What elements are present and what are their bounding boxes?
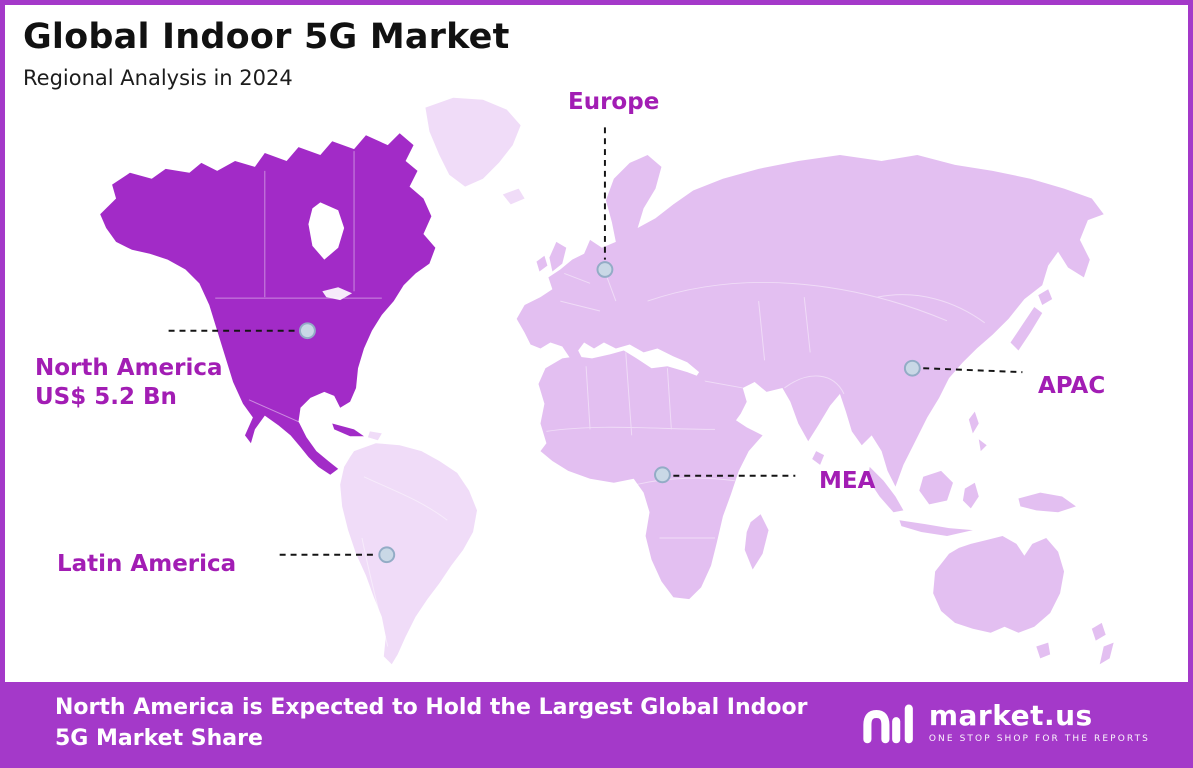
new-guinea-region [1018,492,1076,513]
region-label-europe: Europe [568,89,660,115]
marker-apac [903,359,921,377]
iceland-region [502,188,525,205]
region-label-apac: APAC [1038,373,1106,399]
eurasia-region [516,155,1104,487]
marketus-logo-icon [863,704,913,743]
sulawesi-region [962,482,979,509]
marker-north-america [299,322,316,340]
africa-region [538,350,763,600]
brand: market.us ONE STOP SHOP FOR THE REPORTS [862,701,1150,745]
marker-latin-america [378,546,396,564]
page-subtitle: Regional Analysis in 2024 [23,66,293,90]
north-america-region [100,133,436,475]
header: Global Indoor 5G Market Regional Analysi… [23,17,510,90]
new-zealand-region [1091,622,1114,665]
uk-region [549,241,567,272]
north-america-value: US$ 5.2 Bn [35,384,177,410]
region-label-mea: MEA [819,468,876,494]
south-america-country-borders [361,476,448,647]
page-title: Global Indoor 5G Market [23,17,510,57]
tasmania-region [1036,642,1051,659]
australia-region [933,535,1065,633]
africa-country-borders [546,352,735,539]
java-region [899,520,973,536]
brand-text: market.us ONE STOP SHOP FOR THE REPORTS [928,699,1150,745]
footer-banner: North America is Expected to Hold the La… [5,682,1188,763]
marker-mea [654,466,671,484]
great-lakes [322,287,353,301]
banner-note: North America is Expected to Hold the La… [55,694,808,751]
brand-tagline: ONE STOP SHOP FOR THE REPORTS [928,734,1150,744]
philippines-region [968,411,987,452]
south-america-region [340,443,478,665]
north-america-label-text: North America [35,355,223,381]
cuba-region [332,423,364,437]
ireland-region [536,255,548,272]
brand-name: market.us [928,699,1093,732]
marker-europe [596,261,614,278]
region-label-latin-america: Latin America [57,551,237,577]
north-america-country-borders [215,151,382,424]
leader-line-apac [923,367,1023,374]
madagascar-region [744,514,769,570]
greenland-region [425,97,521,187]
world-map [100,97,1114,665]
asia-country-borders [647,281,986,428]
borneo-region [919,470,953,505]
japan-region [1010,289,1053,351]
hispaniola-region [367,431,382,441]
region-label-north-america: North America US$ 5.2 Bn [35,354,223,412]
hudson-bay [308,202,345,260]
sumatra-region [867,466,904,513]
sri-lanka-region [812,451,825,465]
